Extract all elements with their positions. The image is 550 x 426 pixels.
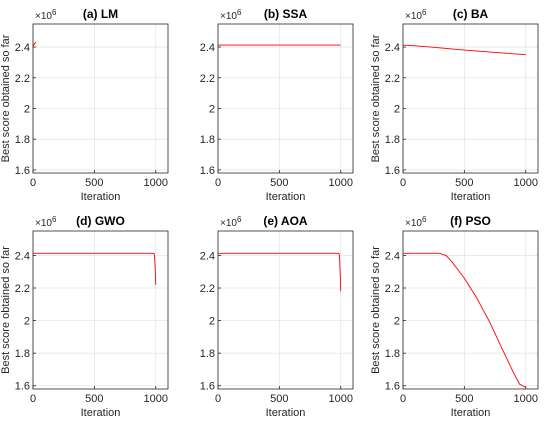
x-tick-label: 1000: [513, 393, 537, 405]
y-axis-multiplier: ×106: [220, 215, 242, 229]
y-tick-label: 1.8: [200, 348, 215, 360]
y-tick-label: 2: [24, 316, 30, 328]
y-tick-label: 2.4: [200, 42, 215, 54]
y-tick-label: 1.8: [385, 134, 400, 146]
x-tick-label: 1000: [513, 177, 537, 189]
y-tick-label: 1.6: [200, 165, 215, 177]
axes-box: [402, 230, 539, 390]
series-line: [218, 252, 342, 292]
chart-panel-1: 0 500 1000 1.6 1.8 2 2.2 2.4 ×106 (a) LM Iteration…: [0, 7, 169, 203]
x-tick-label: 500: [455, 393, 473, 405]
chart-panel-6: 0 500 1000 1.6 1.8 2 2.2 2.4 ×106 (f) PSO Iteratio…: [370, 214, 539, 419]
x-tick-label: 1000: [143, 393, 167, 405]
x-tick-label: 500: [455, 177, 473, 189]
panel-title: (b) SSA: [264, 7, 308, 21]
x-tick-label: 1000: [328, 177, 352, 189]
chart-panel-2: 0 500 1000 1.6 1.8 2 2.2 2.4 ×106 (b) SSA Iteratio…: [200, 7, 354, 203]
x-tick-label: 0: [400, 393, 406, 405]
x-tick-label: 500: [270, 393, 288, 405]
series-line: [403, 252, 526, 388]
y-axis-label: Best score obtained so far: [0, 246, 12, 374]
axes-box: [32, 230, 169, 390]
y-tick-label: 2.4: [200, 250, 215, 262]
y-tick-label: 1.8: [385, 348, 400, 360]
panel-title: (c) BA: [453, 7, 489, 21]
chart-panel-3: 0 500 1000 1.6 1.8 2 2.2 2.4 ×106 (c) BA Iteration…: [370, 7, 539, 203]
plot-area: [218, 231, 353, 389]
series-line: [33, 252, 157, 285]
x-axis-label: Iteration: [81, 191, 121, 203]
y-axis-label: Best score obtained so far: [370, 34, 382, 162]
y-tick-label: 2.4: [385, 42, 400, 54]
y-axis-label: Best score obtained so far: [370, 246, 382, 374]
y-tick-label: 1.8: [15, 134, 30, 146]
y-tick-label: 2.2: [200, 73, 215, 85]
x-tick-label: 0: [30, 393, 36, 405]
plot-area: [403, 24, 538, 173]
x-axis-label: Iteration: [451, 191, 491, 203]
x-tick-label: 500: [85, 393, 103, 405]
y-tick-label: 2.2: [15, 283, 30, 295]
y-tick-label: 1.8: [200, 134, 215, 146]
y-axis-label: Best score obtained so far: [0, 34, 12, 162]
y-tick-label: 1.6: [15, 165, 30, 177]
panel-title: (d) GWO: [76, 214, 125, 228]
y-axis-multiplier: ×106: [35, 215, 57, 229]
x-axis-label: Iteration: [266, 407, 306, 419]
y-tick-label: 2: [24, 103, 30, 115]
y-tick-label: 2.4: [15, 250, 30, 262]
axes-box: [217, 23, 354, 174]
y-axis-multiplier: ×106: [405, 8, 427, 22]
series-line: [32, 41, 37, 48]
y-tick-label: 2.2: [385, 73, 400, 85]
y-tick-label: 2.4: [385, 250, 400, 262]
x-tick-label: 0: [400, 177, 406, 189]
y-tick-label: 1.6: [385, 381, 400, 393]
y-axis-multiplier: ×106: [35, 8, 57, 22]
x-axis-label: Iteration: [451, 407, 491, 419]
series-line: [402, 44, 526, 56]
plot-area: [218, 24, 353, 173]
plot-area: [33, 24, 168, 173]
y-tick-label: 2: [394, 103, 400, 115]
y-axis-multiplier: ×106: [220, 8, 242, 22]
y-tick-label: 2.2: [15, 73, 30, 85]
chart-panel-5: 0 500 1000 1.6 1.8 2 2.2 2.4 ×106 (e) AOA Iteratio…: [200, 214, 354, 419]
y-tick-label: 1.8: [15, 348, 30, 360]
panel-title: (e) AOA: [263, 214, 308, 228]
x-tick-label: 0: [215, 393, 221, 405]
y-tick-label: 2.2: [200, 283, 215, 295]
y-tick-label: 2: [209, 103, 215, 115]
y-axis-multiplier: ×106: [405, 215, 427, 229]
x-tick-label: 1000: [328, 393, 352, 405]
y-tick-label: 2.4: [15, 42, 30, 54]
y-tick-label: 2.2: [385, 283, 400, 295]
x-axis-label: Iteration: [266, 191, 306, 203]
plot-area: [403, 231, 538, 389]
x-axis-label: Iteration: [81, 407, 121, 419]
plot-area: [33, 231, 168, 389]
x-tick-label: 1000: [143, 177, 167, 189]
x-tick-label: 500: [270, 177, 288, 189]
axes-box: [217, 230, 354, 390]
axes-box: [32, 23, 169, 174]
y-tick-label: 1.6: [200, 381, 215, 393]
y-tick-label: 1.6: [15, 381, 30, 393]
x-tick-label: 500: [85, 177, 103, 189]
y-tick-label: 2: [394, 316, 400, 328]
y-tick-label: 1.6: [385, 165, 400, 177]
chart-panel-4: 0 500 1000 1.6 1.8 2 2.2 2.4 ×106 (d) GWO Iteratio…: [0, 214, 169, 419]
panel-title: (a) LM: [83, 7, 118, 21]
panel-title: (f) PSO: [450, 214, 491, 228]
x-tick-label: 0: [215, 177, 221, 189]
x-tick-label: 0: [30, 177, 36, 189]
y-tick-label: 2: [209, 316, 215, 328]
axes-box: [402, 23, 539, 174]
